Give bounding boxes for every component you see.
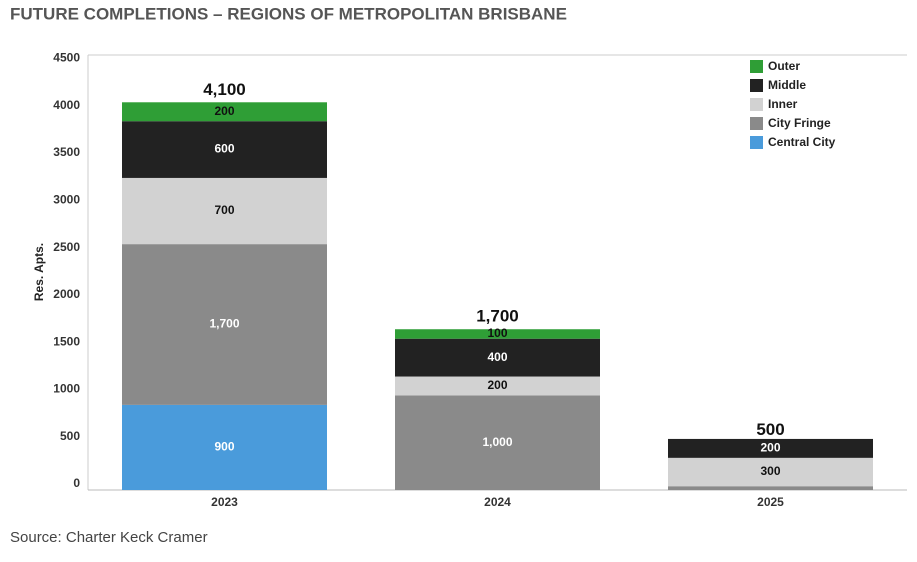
bar-segment: [395, 329, 600, 339]
y-tick-label: 2000: [53, 287, 80, 301]
y-axis-label: Res. Apts.: [32, 243, 46, 301]
data-label: 200: [487, 378, 507, 392]
y-tick-label: 500: [60, 429, 80, 443]
bar-segment: [122, 404, 327, 490]
data-label: 300: [760, 464, 780, 478]
data-label: 600: [214, 142, 234, 156]
y-tick-label: 2500: [53, 240, 80, 254]
data-label: 900: [214, 440, 234, 454]
legend-swatch: [750, 79, 763, 92]
y-tick-label: 0: [73, 476, 80, 490]
legend-label: Middle: [768, 78, 806, 92]
bar-segment: [122, 121, 327, 178]
data-label: 100: [487, 326, 507, 340]
legend-swatch: [750, 98, 763, 111]
legend-label: City Fringe: [768, 116, 831, 130]
y-tick-label: 3500: [53, 145, 80, 159]
y-tick-label: 4000: [53, 98, 80, 112]
data-label: 200: [214, 104, 234, 118]
legend-label: Central City: [768, 135, 836, 149]
data-label: 700: [214, 203, 234, 217]
bar-segment: [668, 486, 873, 490]
bar-segment: [668, 438, 873, 458]
legend-swatch: [750, 136, 763, 149]
bar-segment: [395, 395, 600, 490]
y-tick-label: 3000: [53, 192, 80, 206]
bar-segment: [395, 338, 600, 377]
total-label: 4,100: [203, 80, 246, 99]
legend-swatch: [750, 60, 763, 73]
bar-segment: [122, 102, 327, 122]
total-label: 1,700: [476, 307, 519, 326]
data-label: 200: [760, 441, 780, 455]
x-tick-label: 2024: [484, 495, 511, 509]
total-label: 500: [756, 420, 784, 439]
legend-label: Outer: [768, 59, 800, 73]
bar-segment: [122, 177, 327, 245]
y-tick-label: 1500: [53, 334, 80, 348]
x-tick-label: 2023: [211, 495, 238, 509]
data-label: 1,000: [482, 435, 512, 449]
bar-segment: [122, 244, 327, 405]
bar-segment: [395, 376, 600, 396]
legend-label: Inner: [768, 97, 798, 111]
y-tick-label: 1000: [53, 382, 80, 396]
data-label: 1,700: [209, 317, 239, 331]
bar-segment: [668, 457, 873, 487]
source: Source: Charter Keck Cramer: [10, 529, 208, 546]
y-tick-label: 4500: [53, 51, 80, 65]
legend-swatch: [750, 117, 763, 130]
chart-title: FUTURE COMPLETIONS – REGIONS OF METROPOL…: [10, 4, 567, 23]
x-tick-label: 2025: [757, 495, 784, 509]
data-label: 400: [487, 350, 507, 364]
